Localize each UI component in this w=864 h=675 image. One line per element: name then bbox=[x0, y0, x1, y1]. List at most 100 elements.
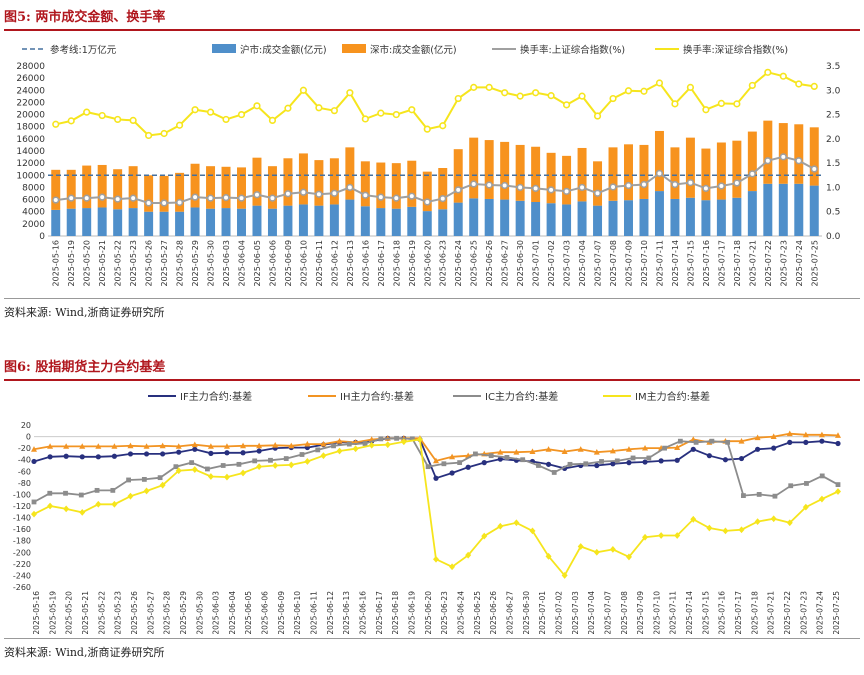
im-point bbox=[818, 495, 825, 503]
bar-sz bbox=[206, 166, 216, 209]
turnover-sz-point bbox=[795, 80, 803, 88]
if-point bbox=[31, 458, 37, 465]
x-tick-label: 2025-06-19 bbox=[408, 591, 417, 634]
ic-point bbox=[630, 455, 636, 461]
if-point bbox=[481, 460, 487, 466]
turnover-sh-point bbox=[83, 194, 91, 202]
ih-point bbox=[738, 438, 745, 444]
turnover-sz-point bbox=[655, 79, 664, 87]
turnover-sz-point bbox=[52, 120, 60, 128]
if-point bbox=[787, 439, 793, 445]
x-tick-label: 2025-05-28 bbox=[176, 240, 185, 287]
turnover-sz-point bbox=[686, 83, 695, 91]
im-point bbox=[416, 436, 423, 443]
x-tick-label: 2025-06-05 bbox=[253, 240, 262, 287]
turnover-sz-point bbox=[392, 110, 400, 119]
turnover-sz-point bbox=[191, 106, 199, 114]
bar-sz bbox=[314, 160, 324, 206]
legend-label-2: 深市:成交金额(亿元) bbox=[370, 44, 457, 56]
bar-sh bbox=[329, 204, 339, 236]
ih-point bbox=[95, 443, 102, 449]
figure6-title: 图6: 股指期货主力合约基差 bbox=[4, 360, 166, 375]
ih-point bbox=[47, 443, 54, 449]
bar-sh bbox=[453, 202, 463, 236]
if-point bbox=[642, 459, 648, 465]
turnover-sh-point bbox=[377, 193, 385, 201]
x-tick-label: 2025-06-03 bbox=[222, 240, 231, 287]
left-tick-label: 10000 bbox=[16, 171, 45, 181]
if-point bbox=[433, 475, 439, 481]
x-tick-label: 2025-06-10 bbox=[299, 240, 308, 287]
x-tick-label: 2025-06-25 bbox=[473, 591, 482, 634]
bar-sz bbox=[190, 163, 200, 208]
x-tick-label: 2025-05-22 bbox=[97, 591, 106, 634]
turnover-sz-point bbox=[129, 116, 137, 124]
ih-point bbox=[642, 444, 649, 451]
bar-sz bbox=[97, 164, 107, 208]
x-tick-label: 2025-07-15 bbox=[686, 240, 695, 287]
im-point bbox=[529, 527, 536, 535]
ic-point bbox=[457, 460, 463, 466]
turnover-sz-point bbox=[624, 87, 633, 95]
bar-sh bbox=[407, 206, 417, 236]
ic-point bbox=[362, 441, 368, 446]
x-tick-label: 2025-06-11 bbox=[310, 591, 319, 634]
bar-sh bbox=[221, 208, 231, 236]
if-point bbox=[208, 450, 214, 456]
left-tick-label: 26000 bbox=[16, 74, 45, 84]
ih-point bbox=[336, 438, 343, 444]
x-tick-label: 2025-06-17 bbox=[375, 591, 384, 634]
x-tick-label: 2025-07-25 bbox=[832, 591, 841, 634]
turnover-sh-point bbox=[222, 194, 230, 202]
im-point bbox=[111, 500, 118, 508]
bar-sz bbox=[422, 171, 432, 212]
bar-sh bbox=[298, 204, 308, 236]
if-point bbox=[738, 455, 745, 462]
x-tick-label: 2025-07-16 bbox=[702, 240, 711, 287]
bar-sz bbox=[159, 175, 169, 212]
ic-point bbox=[677, 438, 683, 444]
turnover-sz-point bbox=[748, 81, 756, 90]
ih-point bbox=[818, 431, 825, 438]
ic-point bbox=[772, 493, 778, 499]
bar-sz bbox=[531, 146, 541, 202]
im-point bbox=[449, 563, 456, 571]
right-tick-label: 3.5 bbox=[826, 62, 840, 72]
bar-sh bbox=[128, 208, 138, 236]
ic-point bbox=[47, 490, 53, 496]
ic-point bbox=[299, 452, 305, 457]
x-tick-label: 2025-07-15 bbox=[701, 591, 710, 634]
x-tick-label: 2025-05-16 bbox=[52, 240, 61, 287]
ih-point bbox=[674, 444, 681, 450]
bar-sh bbox=[82, 208, 92, 236]
ih-point bbox=[272, 442, 279, 448]
if-point bbox=[755, 446, 761, 452]
x-tick-label: 2025-07-08 bbox=[620, 591, 629, 634]
ih-point bbox=[802, 431, 809, 438]
y-tick-label: -100 bbox=[13, 490, 31, 499]
ih-point bbox=[207, 443, 214, 449]
turnover-sh-point bbox=[501, 181, 509, 190]
ih-point bbox=[577, 446, 584, 452]
x-tick-label: 2025-05-23 bbox=[114, 591, 123, 634]
x-tick-label: 2025-06-26 bbox=[485, 240, 494, 287]
turnover-sz-point bbox=[501, 89, 509, 97]
bar-sz bbox=[809, 127, 819, 186]
bar-sh bbox=[267, 208, 277, 236]
turnover-sh-point bbox=[237, 194, 246, 202]
bar-sh bbox=[685, 197, 695, 236]
bar-sh bbox=[716, 199, 726, 236]
x-tick-label: 2025-06-25 bbox=[470, 240, 479, 287]
ih-point bbox=[754, 434, 761, 441]
ih-point bbox=[175, 443, 182, 449]
ic-point bbox=[756, 492, 762, 497]
turnover-sz-point bbox=[408, 106, 416, 114]
ic-point bbox=[425, 464, 431, 470]
ic-point bbox=[252, 458, 258, 464]
x-tick-label: 2025-06-04 bbox=[228, 591, 237, 634]
bar-sh bbox=[159, 211, 169, 236]
ic-point bbox=[583, 461, 589, 467]
turnover-sh-point bbox=[779, 153, 787, 161]
bar-sh bbox=[422, 211, 432, 236]
bar-sh bbox=[701, 200, 711, 236]
